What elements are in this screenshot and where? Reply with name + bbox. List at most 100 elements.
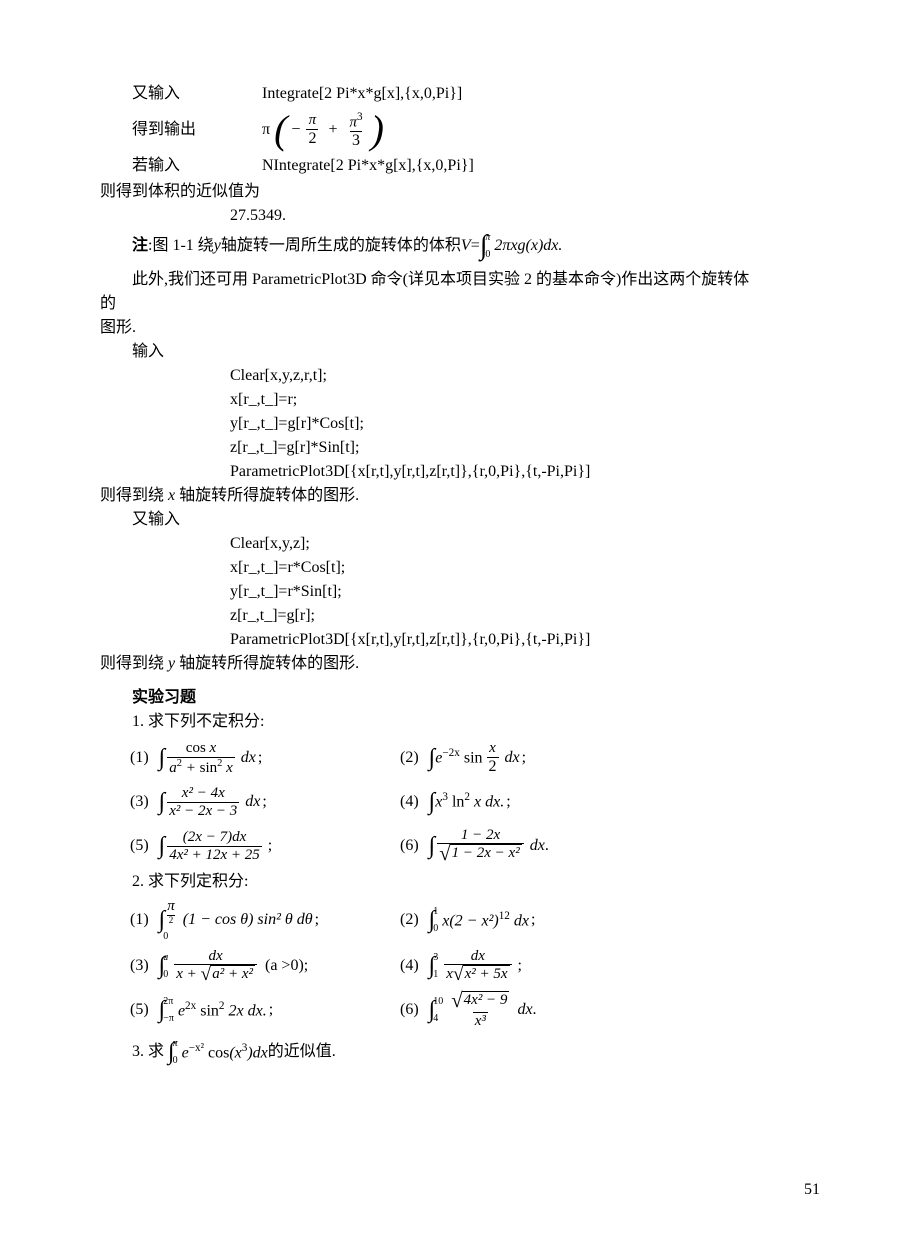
fraction: cos x a2 + sin2 x	[167, 740, 235, 776]
fraction: x² − 4x x² − 2x − 3	[167, 785, 239, 819]
code-line: ParametricPlot3D[{x[r,t],y[r,t],z[r,t]},…	[100, 460, 820, 484]
code-line: x[r_,t_]=r*Cos[t];	[100, 556, 820, 580]
exercise-item: (3) ∫ x² − 4x x² − 2x − 3 dx ;	[130, 785, 400, 819]
integral-sign: ∫	[159, 790, 166, 814]
integrand: e2x sin2 2x dx.	[178, 998, 267, 1023]
exercise-item: (5) ∫ 2π −π e2x sin2 2x dx. ;	[130, 996, 400, 1024]
item-number: (2)	[400, 746, 419, 770]
pi: π	[262, 121, 270, 138]
code-line: Clear[x,y,z,r,t];	[100, 364, 820, 388]
body-text: 则得到体积的近似值为	[100, 180, 820, 204]
item-number: (1)	[130, 908, 149, 932]
integral-sign: ∫	[429, 954, 436, 978]
exercise-item: (4) ∫ 3 1 dx x√x² + 5x ;	[400, 948, 700, 985]
exercise-item: (6) ∫ 1 − 2x √1 − 2x − x² dx .	[400, 827, 700, 865]
numerator: √4x² − 9	[449, 991, 511, 1012]
sqrt: √1 − 2x − x²	[439, 844, 521, 865]
code-line: x[r_,t_]=r;	[100, 388, 820, 412]
exercise-item: (3) ∫ a 0 dx x + √a² + x² (a >0);	[130, 948, 400, 985]
body-text: 此外,我们还可用 ParametricPlot3D 命令(详见本项目实验 2 的…	[100, 268, 820, 292]
code-line: ParametricPlot3D[{x[r,t],y[r,t],z[r,t]},…	[100, 628, 820, 652]
exercise-row: (5) ∫ 2π −π e2x sin2 2x dx. ; (6) ∫ 10 4…	[130, 990, 820, 1030]
code-line: y[r_,t_]=g[r]*Cos[t];	[100, 412, 820, 436]
code-line: z[r_,t_]=g[r];	[100, 604, 820, 628]
label-text: 若输入	[100, 154, 262, 178]
integral-sign: ∫	[159, 746, 166, 770]
integral-sign: ∫	[168, 1040, 175, 1064]
dx: dx	[505, 746, 520, 770]
dx: dx	[245, 790, 260, 814]
code-line: y[r_,t_]=r*Sin[t];	[100, 580, 820, 604]
exercise-item: (1) ∫ π2 0 (1 − cos θ) sin² θ dθ ;	[130, 898, 400, 942]
numerator: π	[307, 112, 319, 129]
body-text: 的	[100, 292, 820, 316]
integrand: x3 ln2 x dx.	[435, 789, 504, 814]
label-text: 又输入	[100, 508, 820, 532]
integrand: 2πxg(x)dx.	[494, 234, 562, 258]
label-text: 得到输出	[100, 118, 262, 142]
equals: =	[471, 234, 480, 258]
fraction: π 2	[306, 112, 318, 147]
item-number: (6)	[400, 998, 419, 1022]
label-text: 输入	[100, 340, 820, 364]
item-number: (5)	[130, 998, 149, 1022]
integral-sign: ∫	[159, 998, 166, 1022]
body-text: 图形.	[100, 316, 820, 340]
body-text: 则得到绕 x 轴旋转所得旋转体的图形.	[100, 484, 820, 508]
text-line: 若输入 NIntegrate[2 Pi*x*g[x],{x,0,Pi}]	[100, 154, 820, 178]
rparen: )	[371, 112, 384, 148]
var-v: V	[461, 234, 471, 258]
integral-sign: ∫	[429, 834, 436, 858]
exercise-row: (5) ∫ (2x − 7)dx 4x² + 12x + 25 ; (6) ∫ …	[130, 826, 820, 866]
section-title: 实验习题	[100, 686, 820, 710]
item-number: (5)	[130, 834, 149, 858]
item-number: (3)	[130, 790, 149, 814]
item-number: (6)	[400, 834, 419, 858]
text-line: 又输入 Integrate[2 Pi*x*g[x],{x,0,Pi}]	[100, 82, 820, 106]
dx: dx	[517, 998, 532, 1022]
fraction: x 2	[487, 740, 499, 775]
note-text: 轴旋转一周所生成的旋转体的体积	[221, 234, 461, 258]
exercise-item: (2) ∫ e−2x sin x 2 dx ;	[400, 740, 700, 775]
denominator: x√x² + 5x	[444, 964, 511, 985]
integral-sign: ∫	[429, 746, 436, 770]
integral-sign: ∫	[429, 790, 436, 814]
integrand: e−x² cos(x3)dx	[182, 1040, 268, 1065]
fraction: dx x + √a² + x²	[174, 948, 257, 985]
numerator: π3	[347, 111, 364, 131]
exercise-item: (5) ∫ (2x − 7)dx 4x² + 12x + 25 ;	[130, 829, 400, 863]
integral-sign: ∫	[159, 954, 166, 978]
integral-sign: ∫	[159, 908, 166, 932]
fraction: √4x² − 9 x³	[449, 991, 511, 1029]
question-prompt: 3. 求	[132, 1040, 164, 1064]
item-number: (2)	[400, 908, 419, 932]
exercise-row: (3) ∫ a 0 dx x + √a² + x² (a >0); (4) ∫ …	[130, 946, 820, 986]
integral-limits: π2 0	[163, 898, 179, 942]
exercise-item: (2) ∫ 1 0 x(2 − x²)12 dx ;	[400, 906, 700, 934]
integral-sign: ∫	[429, 998, 436, 1022]
denominator: 3	[350, 131, 362, 150]
plus: +	[328, 121, 337, 138]
item-number: (4)	[400, 954, 419, 978]
code-line: Clear[x,y,z];	[100, 532, 820, 556]
label-text: 又输入	[100, 82, 262, 106]
lparen: (	[274, 112, 287, 148]
integral-sign: ∫	[429, 908, 436, 932]
fraction: (2x − 7)dx 4x² + 12x + 25	[167, 829, 262, 863]
math-expr: π ( − π 2 + π3 3 )	[262, 111, 384, 150]
question-prompt: 2. 求下列定积分:	[100, 870, 820, 894]
question-suffix: 的近似值.	[268, 1040, 336, 1064]
item-number: (1)	[130, 746, 149, 770]
integrand: x(2 − x²)12 dx	[442, 908, 529, 933]
code-text: NIntegrate[2 Pi*x*g[x],{x,0,Pi}]	[262, 154, 474, 178]
code-text: Integrate[2 Pi*x*g[x],{x,0,Pi}]	[262, 82, 462, 106]
integral-sign: ∫	[480, 232, 488, 260]
integrand: (1 − cos θ) sin² θ dθ	[183, 908, 313, 932]
fraction: dx x√x² + 5x	[444, 948, 511, 985]
denominator: a2 + sin2 x	[167, 757, 235, 777]
dx: dx	[530, 834, 545, 858]
note-text: :图 1-1 绕	[148, 234, 214, 258]
integral-sign: ∫	[159, 834, 166, 858]
exercise-item: 3. 求 ∫ π 0 e−x² cos(x3)dx 的近似值.	[100, 1034, 820, 1070]
denominator: x + √a² + x²	[174, 964, 257, 985]
